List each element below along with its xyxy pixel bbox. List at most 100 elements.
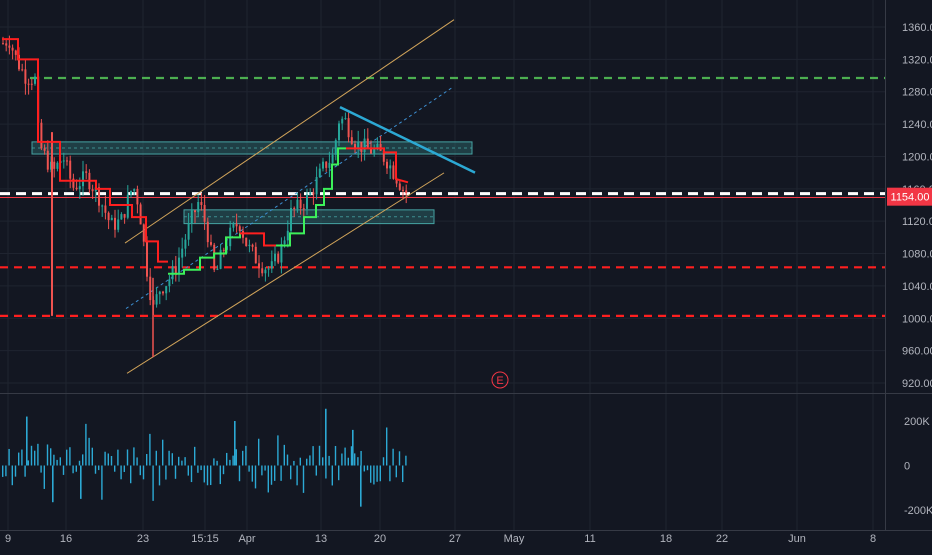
volume-bar [2,465,4,477]
candle-body [334,140,337,155]
time-axis-label: 23 [137,533,149,545]
candle-body [398,183,401,190]
volume-bar [66,449,68,466]
volume-bar [347,457,349,466]
volume-bar [162,439,164,466]
volume-bar [120,465,122,480]
candle-body [184,239,187,249]
candle-body [382,150,385,162]
candle-body [24,69,27,84]
volume-bar [210,465,212,486]
volume-bar [30,445,33,466]
candle-body [306,194,308,209]
volume-bar [373,465,375,485]
candle-body [18,54,20,70]
volume-bar [11,465,13,486]
volume-bar [14,465,17,477]
volume-bar [168,450,170,466]
earnings-marker[interactable]: E [491,371,509,389]
candle-body [126,194,129,218]
volume-bar [302,465,305,493]
volume-bar [85,423,87,466]
candle-body [120,214,123,220]
volume-bar [194,446,196,466]
volume-bar [197,465,199,473]
candle-body [242,230,244,238]
volume-bar [78,460,81,466]
candle-body [5,43,8,46]
channel-upper-line[interactable] [124,19,455,244]
volume-bar [360,450,362,466]
earnings-marker-label: E [496,375,503,387]
volume-bar [318,445,321,466]
volume-bar [328,455,330,466]
volume-bar [142,465,145,480]
price-channel[interactable] [124,19,455,374]
volume-bar [104,451,106,466]
time-axis-label: 20 [374,533,386,545]
candle-body [373,148,376,154]
volume-bar [18,452,20,466]
candle-body [101,205,104,207]
candle-body [216,268,219,270]
candle-body [267,268,270,270]
volume-bar [280,465,282,481]
time-axis-label: 22 [716,533,728,545]
candle-body [53,161,56,169]
volume-bar [309,455,311,466]
volume-bar [98,465,100,471]
volume-bar [206,465,209,486]
candle-body [40,122,43,149]
volume-bar [165,465,167,480]
trendline[interactable] [339,105,476,174]
time-axis-label: 9 [5,533,11,545]
earnings-marker-circle[interactable] [491,371,509,389]
volume-bar [229,459,231,466]
candle-body [91,189,94,192]
volume-bar [290,465,292,480]
volume-axis-label: 0 [904,461,910,473]
candle-body [270,261,273,269]
candle-body [248,244,251,247]
volume-bar [254,465,257,489]
candle-body [366,138,369,148]
candle-body [85,171,88,173]
volume-bar [200,465,202,471]
blue-trendline[interactable] [339,105,476,174]
candle-body [171,266,174,280]
candle-body [142,224,145,242]
candle-body [347,118,350,138]
candle-body [78,186,81,190]
candle-body [149,276,152,301]
volume-bar [130,465,132,484]
volume-bar [146,454,148,466]
candle-body [376,143,379,149]
volume-bar [27,460,29,466]
candle-body [219,249,222,269]
volume-bar [82,454,84,466]
candle-body [395,178,398,184]
candle-body [283,240,286,245]
volume-bar [216,460,218,466]
candle-body [162,291,164,294]
candle-body [206,221,209,243]
volume-bar [293,460,295,466]
volume-bar [34,450,36,466]
channel-lower-line[interactable] [126,172,445,374]
price-axis-label: 1200.00 [902,151,932,163]
candle-body [139,204,142,225]
candle-body [254,246,257,264]
volume-bar [389,465,391,482]
volume-bar [331,465,333,486]
candle-body [290,207,292,231]
candle-body [130,190,132,195]
time-axis-label: 27 [449,533,461,545]
trailing-stop-segment [346,147,409,184]
candle-body [117,219,120,230]
volume-bar [398,451,401,466]
volume-bar [315,465,317,476]
candle-body [178,257,180,275]
